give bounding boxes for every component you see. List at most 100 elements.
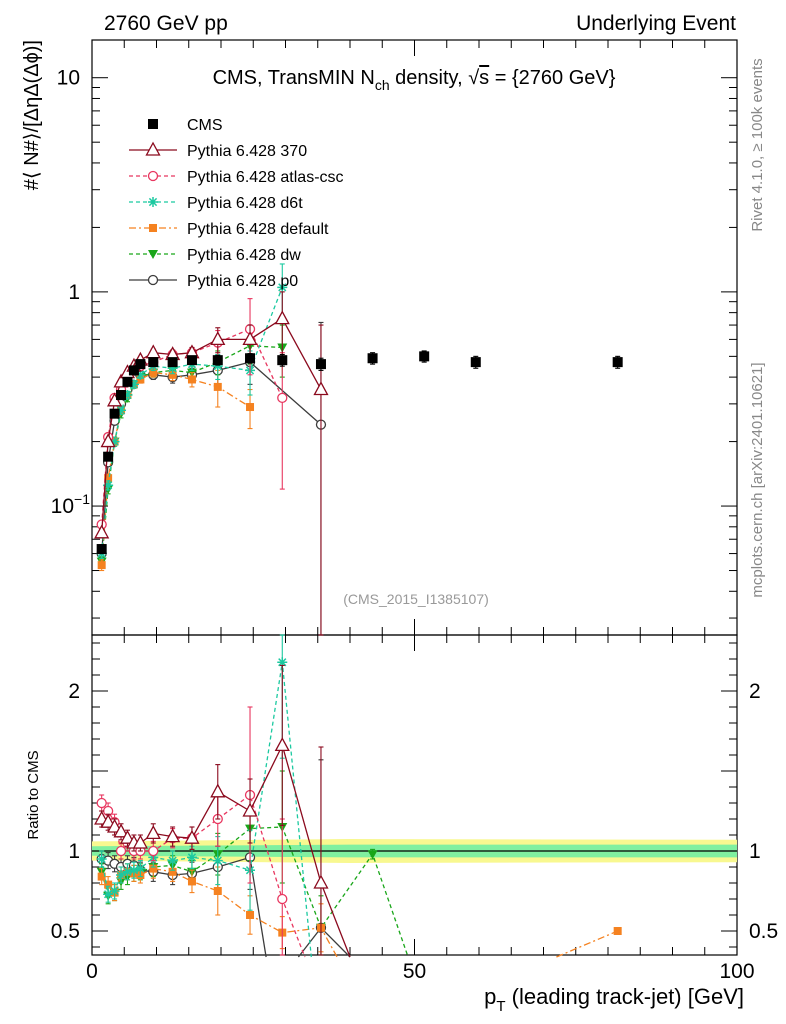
ratio-point-default bbox=[149, 864, 158, 873]
main-point-cms bbox=[367, 353, 378, 364]
main-line-default bbox=[101, 371, 251, 566]
ratio-point-d6t bbox=[186, 852, 197, 863]
main-point-d6t bbox=[116, 405, 127, 416]
ratio-y-tick-label: 2 bbox=[68, 680, 80, 703]
main-title: CMS, TransMIN Nch density, √s = {2760 Ge… bbox=[213, 67, 616, 93]
ratio-point-p370 bbox=[165, 828, 181, 843]
ratio-point-default bbox=[97, 872, 106, 881]
main-point-atlas bbox=[277, 392, 288, 404]
main-series-d6t bbox=[96, 263, 288, 559]
ratio-point-d6t bbox=[122, 866, 133, 877]
ratio-point-d6t bbox=[167, 855, 178, 866]
legend-label-dw: Pythia 6.428 dw bbox=[187, 247, 301, 264]
ratio-point-d6t bbox=[128, 865, 139, 876]
legend-entry-p0: Pythia 6.428 p0 bbox=[129, 273, 298, 290]
ratio-point-d6t bbox=[96, 854, 107, 864]
ratio-point-p370 bbox=[106, 818, 123, 833]
legend-marker-cms bbox=[148, 119, 158, 129]
main-point-cms bbox=[277, 355, 288, 366]
main-point-default bbox=[213, 382, 222, 391]
legend-entry-atlas: Pythia 6.428 atlas-csc bbox=[129, 169, 344, 186]
ratio-point-atlas bbox=[277, 893, 288, 905]
legend-entry-cms: CMS bbox=[148, 117, 223, 134]
ratio-series-p370 bbox=[94, 664, 351, 958]
main-point-cms bbox=[116, 390, 127, 401]
ratio-point-p370 bbox=[145, 825, 161, 840]
ratio-point-default bbox=[213, 887, 222, 895]
legend-label-d6t: Pythia 6.428 d6t bbox=[187, 195, 303, 212]
ratio-point-p370 bbox=[274, 737, 290, 752]
ratio-point-p370 bbox=[242, 802, 258, 817]
analysis-annotation: (CMS_2015_I1385107) bbox=[343, 591, 489, 607]
main-point-cms bbox=[186, 355, 197, 366]
main-point-cms bbox=[315, 359, 326, 370]
ratio-point-p370 bbox=[313, 874, 329, 889]
main-line-p0 bbox=[101, 361, 322, 554]
main-point-p370 bbox=[145, 344, 161, 359]
legend-label-cms: CMS bbox=[187, 117, 223, 134]
ratio-line-default bbox=[101, 867, 618, 958]
main-point-d6t bbox=[277, 282, 288, 293]
legend-entry-p370: Pythia 6.428 370 bbox=[129, 141, 307, 160]
ratio-point-d6t bbox=[116, 870, 127, 880]
main-point-cms bbox=[212, 355, 223, 366]
ratio-y-axis-ticks: 0.5 0.5 1 1 2 2 bbox=[51, 642, 778, 948]
main-line-p370 bbox=[101, 317, 322, 533]
main-point-cms bbox=[612, 357, 623, 368]
main-point-p370 bbox=[242, 331, 258, 346]
main-y-tick-label: 10−1 bbox=[51, 491, 91, 518]
x-tick-label: 50 bbox=[403, 960, 426, 983]
legend-label-default: Pythia 6.428 default bbox=[187, 221, 329, 238]
ratio-point-default bbox=[168, 867, 177, 876]
ratio-point-dw bbox=[367, 850, 378, 860]
legend-entry-dw: Pythia 6.428 dw bbox=[129, 247, 301, 264]
main-point-p370 bbox=[210, 331, 226, 346]
ratio-point-atlas bbox=[115, 845, 127, 857]
ratio-y-tick-label-right: 2 bbox=[749, 680, 761, 703]
legend-label-atlas: Pythia 6.428 atlas-csc bbox=[187, 169, 344, 186]
ratio-point-p370 bbox=[184, 829, 200, 844]
main-line-d6t bbox=[101, 287, 283, 554]
legend-entry-d6t: Pythia 6.428 d6t bbox=[129, 195, 303, 212]
main-point-cms bbox=[148, 357, 159, 368]
ratio-series-d6t bbox=[96, 634, 312, 958]
main-point-default bbox=[97, 561, 106, 570]
legend-marker-p0 bbox=[147, 274, 159, 286]
main-point-cms bbox=[122, 376, 133, 387]
main-series-cms bbox=[96, 350, 623, 555]
x-axis-ticks: 0 50 100 bbox=[86, 40, 755, 983]
main-point-d6t bbox=[109, 436, 120, 447]
legend-marker-atlas bbox=[147, 170, 159, 182]
legend-label-p0: Pythia 6.428 p0 bbox=[187, 273, 298, 290]
main-point-d6t bbox=[212, 361, 223, 372]
main-point-p370 bbox=[100, 433, 116, 448]
main-y-tick-label: 10 bbox=[57, 67, 80, 90]
side-mcplots: mcplots.cern.ch [arXiv:2401.10621] bbox=[749, 362, 766, 597]
x-axis-label: pT (leading track-jet) [GeV] bbox=[484, 984, 744, 1015]
ratio-line-dw bbox=[101, 826, 409, 958]
legend: CMS Pythia 6.428 370 Pythia 6.428 atlas-cs… bbox=[129, 117, 344, 290]
main-point-cms bbox=[419, 351, 430, 362]
main-point-cms bbox=[109, 408, 120, 419]
legend-label-p370: Pythia 6.428 370 bbox=[187, 143, 307, 160]
ratio-point-p370 bbox=[132, 834, 148, 849]
main-point-default bbox=[149, 368, 158, 377]
main-point-p370 bbox=[94, 524, 110, 539]
x-tick-label: 100 bbox=[719, 960, 754, 983]
main-point-p370 bbox=[274, 310, 290, 325]
ratio-point-d6t bbox=[277, 657, 288, 668]
ratio-point-p370 bbox=[100, 813, 116, 828]
ratio-point-p370 bbox=[113, 823, 129, 838]
main-point-p370 bbox=[313, 381, 329, 396]
header-left: 2760 GeV pp bbox=[104, 12, 228, 35]
ratio-point-atlas bbox=[148, 845, 159, 857]
ratio-point-default bbox=[613, 927, 622, 935]
main-series-atlas bbox=[96, 298, 288, 530]
legend-entry-default: Pythia 6.428 default bbox=[129, 221, 329, 238]
main-point-cms bbox=[135, 359, 146, 370]
ratio-y-tick-label: 0.5 bbox=[51, 920, 80, 943]
ratio-y-tick-label-right: 1 bbox=[749, 840, 761, 863]
main-point-d6t bbox=[103, 480, 114, 491]
ratio-frame bbox=[91, 634, 738, 956]
